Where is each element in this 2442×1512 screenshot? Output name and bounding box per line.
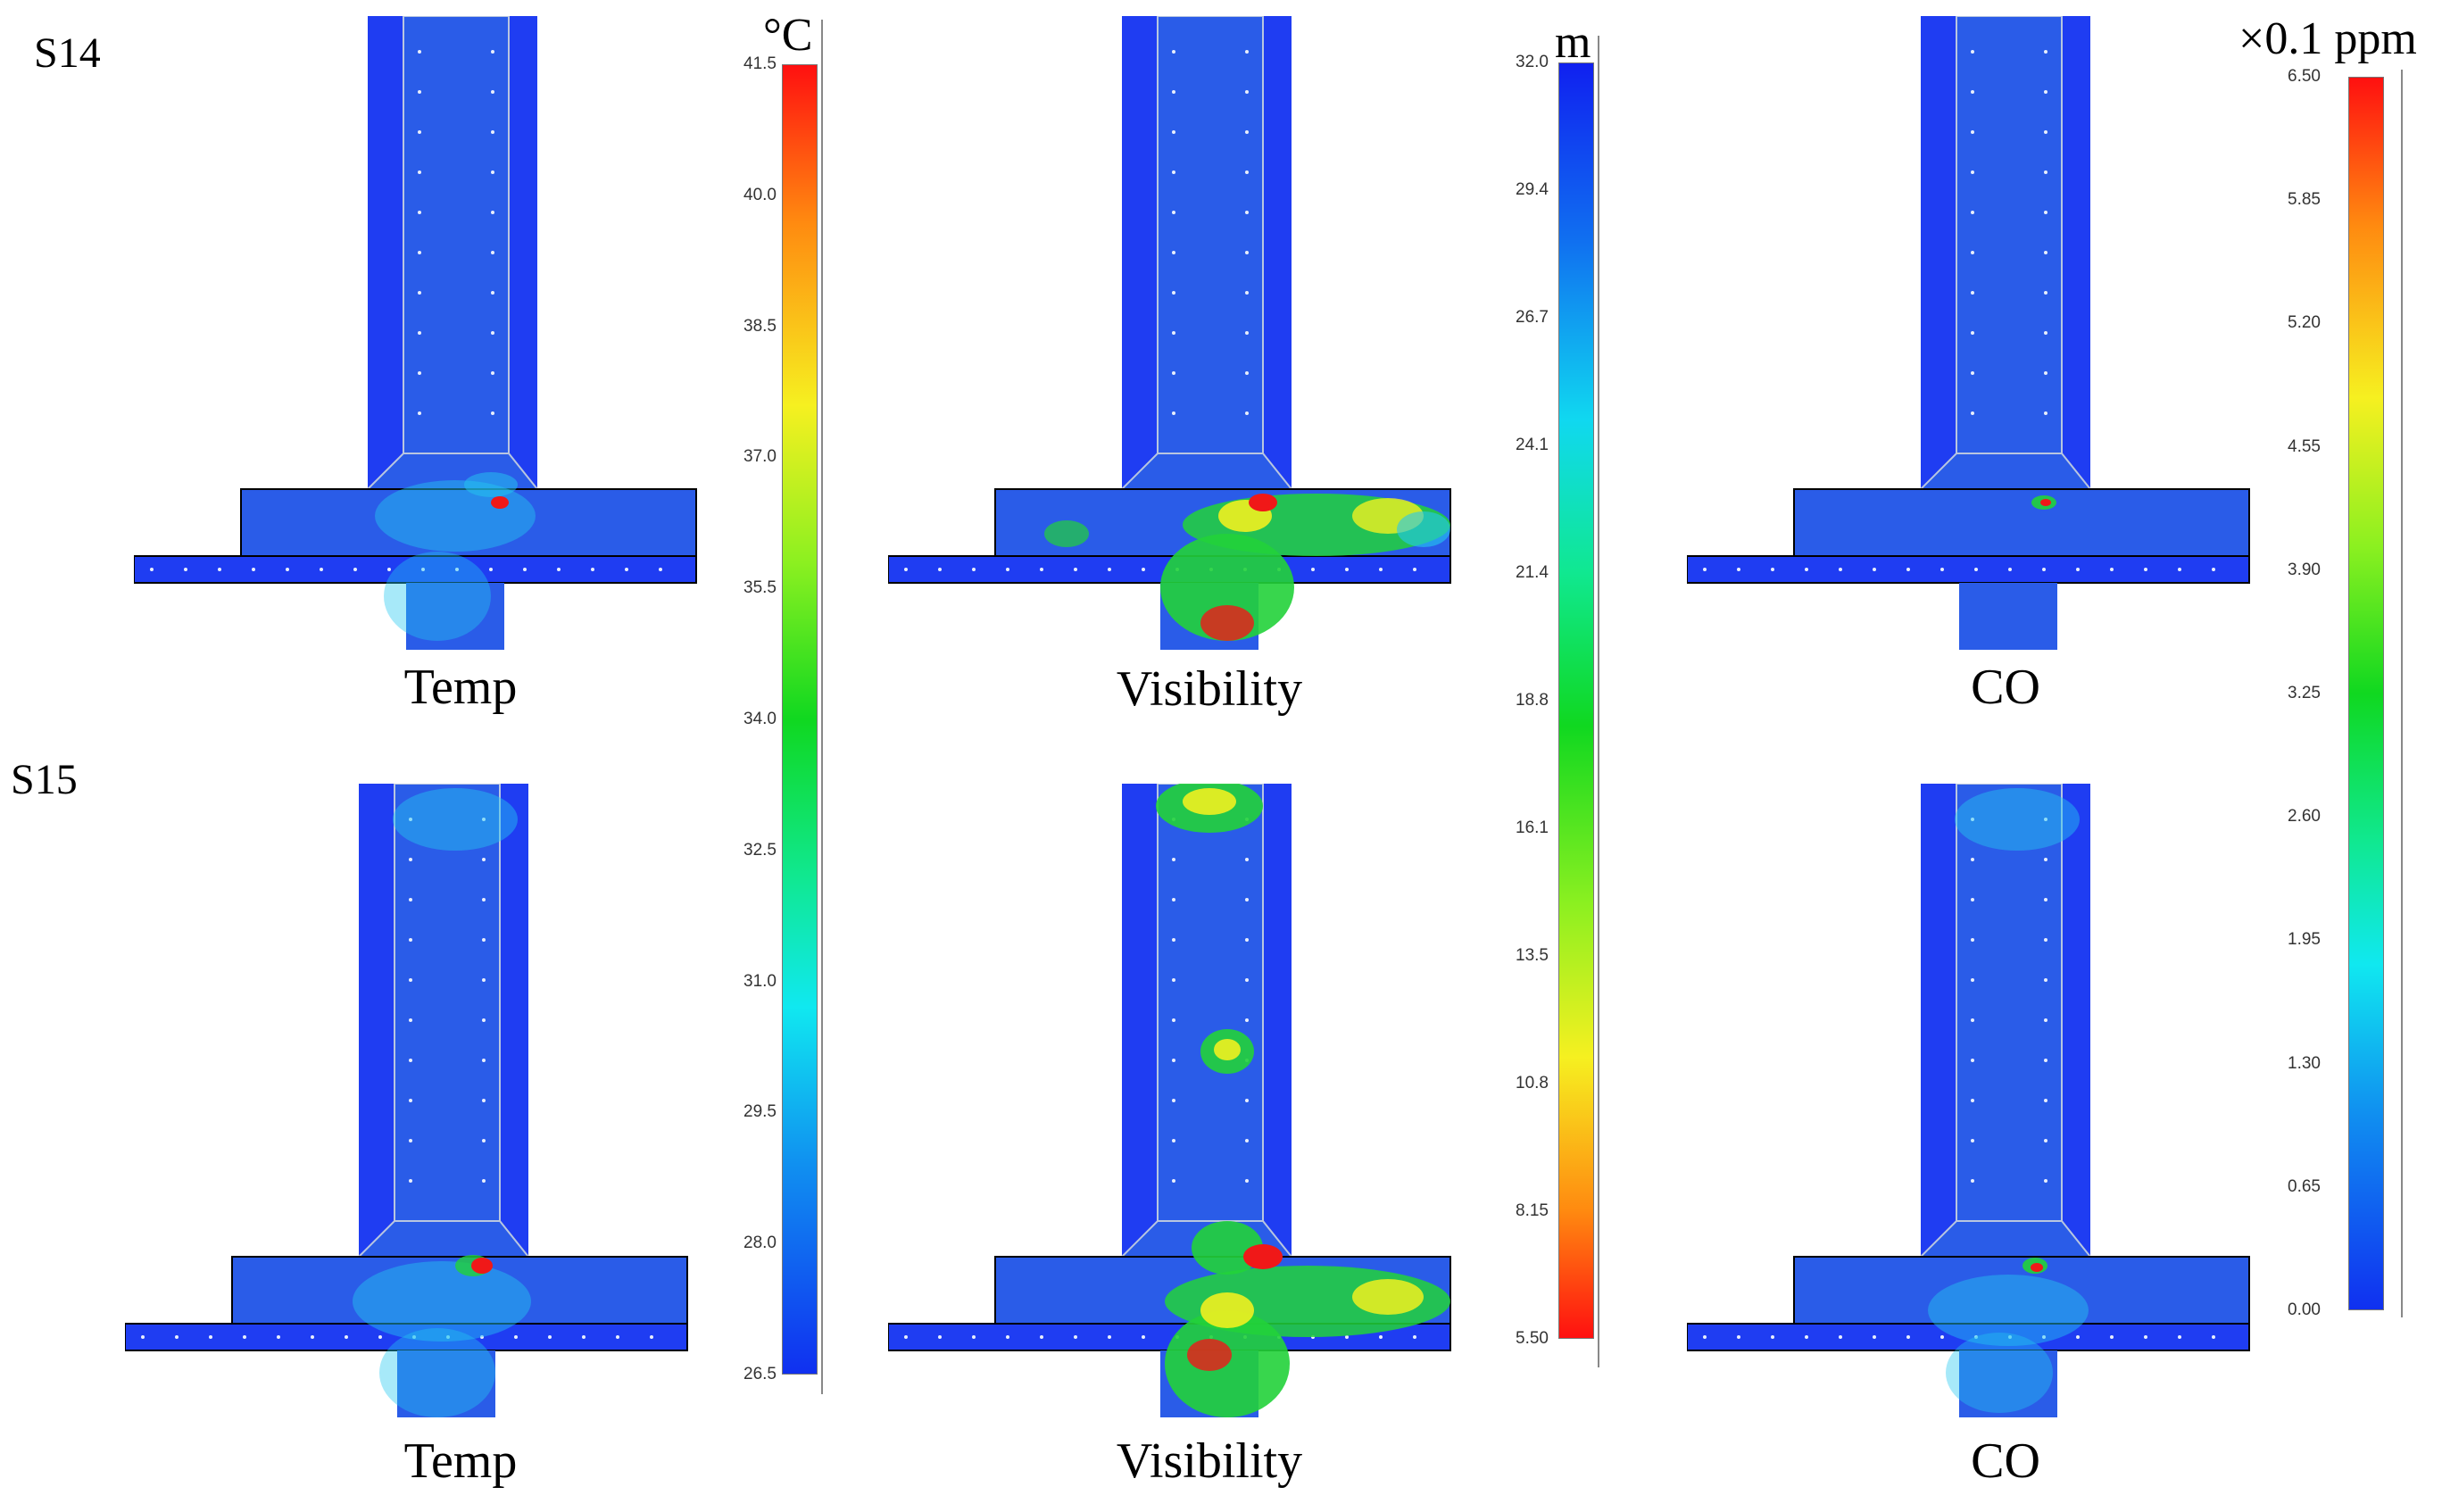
co-tick-label: 0.00 <box>2288 1300 2321 1319</box>
co-tick-label: 0.65 <box>2288 1176 2321 1196</box>
co-unit: ×0.1 ppm <box>2238 13 2417 64</box>
visibility-tick-label: 5.50 <box>1516 1329 1549 1348</box>
visibility-colorbar-axis <box>1598 36 1599 1367</box>
visibility-colorbar <box>1558 62 1594 1339</box>
temp-tick-label: 38.5 <box>743 316 777 336</box>
temp-tick-label: 31.0 <box>743 971 777 991</box>
caption-visibility-s14: Visibility <box>1116 661 1303 717</box>
visibility-tick-label: 18.8 <box>1516 691 1549 710</box>
temp-colorbar <box>782 64 818 1375</box>
visibility-tick-label: 13.5 <box>1516 946 1549 965</box>
visibility-unit: m <box>1555 17 1591 68</box>
temp-tick-label: 26.5 <box>743 1365 777 1383</box>
co-colorbar-axis <box>2401 70 2403 1317</box>
visibility-tick-label: 32.0 <box>1516 53 1549 71</box>
panel-temp-s15 <box>125 784 688 1417</box>
co-tick-label: 4.55 <box>2288 436 2321 456</box>
co-tick-label: 3.25 <box>2288 684 2321 702</box>
co-tick-label: 3.90 <box>2288 560 2321 579</box>
visibility-tick-label: 26.7 <box>1516 308 1549 327</box>
co-tick-label: 1.95 <box>2288 930 2321 950</box>
panel-co-s15 <box>1687 784 2250 1417</box>
caption-temp-s15: Temp <box>403 1433 518 1489</box>
temp-tick-label: 34.0 <box>743 710 777 728</box>
temp-unit: °C <box>763 10 813 61</box>
co-tick-label: 6.50 <box>2288 67 2321 86</box>
panel-visibility-s15 <box>888 784 1451 1417</box>
visibility-tick-label: 21.4 <box>1516 563 1549 582</box>
temp-tick-label: 40.0 <box>743 185 777 204</box>
co-colorbar <box>2348 77 2384 1310</box>
panel-temp-s14 <box>134 16 697 650</box>
row-label-s15: S15 <box>11 756 78 803</box>
caption-co-s15: CO <box>1971 1433 2040 1489</box>
co-tick-label: 5.20 <box>2288 313 2321 333</box>
temp-tick-label: 35.5 <box>743 578 777 598</box>
row-label-s14: S14 <box>34 29 101 77</box>
visibility-tick-label: 10.8 <box>1516 1074 1549 1092</box>
temp-colorbar-axis <box>821 20 823 1394</box>
panel-visibility-s14 <box>888 16 1451 650</box>
co-tick-label: 5.85 <box>2288 190 2321 210</box>
temp-tick-label: 41.5 <box>743 54 777 73</box>
visibility-tick-label: 29.4 <box>1516 180 1549 199</box>
temp-tick-label: 32.5 <box>743 840 777 860</box>
visibility-tick-label: 24.1 <box>1516 436 1549 454</box>
visibility-tick-label: 16.1 <box>1516 818 1549 837</box>
temp-tick-label: 29.5 <box>743 1102 777 1122</box>
caption-visibility-s15: Visibility <box>1116 1433 1303 1489</box>
panel-co-s14 <box>1687 16 2250 650</box>
caption-co-s14: CO <box>1971 660 2040 715</box>
co-tick-label: 2.60 <box>2288 807 2321 827</box>
visibility-tick-label: 8.15 <box>1516 1201 1549 1220</box>
temp-tick-label: 28.0 <box>743 1234 777 1253</box>
temp-tick-label: 37.0 <box>743 447 777 467</box>
co-tick-label: 1.30 <box>2288 1053 2321 1073</box>
caption-temp-s14: Temp <box>403 660 518 715</box>
